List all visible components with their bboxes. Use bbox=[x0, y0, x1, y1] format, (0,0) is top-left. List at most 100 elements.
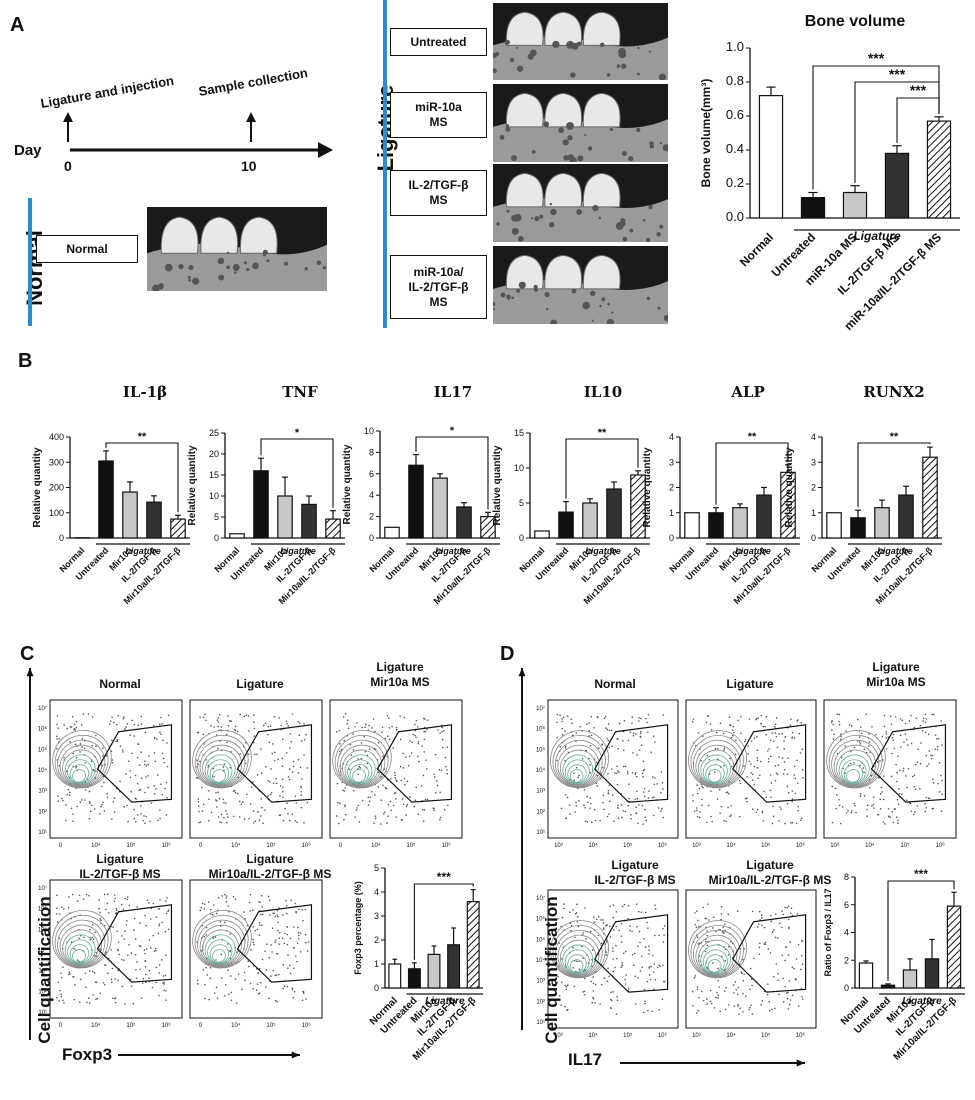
flow-event bbox=[215, 959, 217, 961]
flow-event bbox=[112, 762, 114, 764]
flow-event bbox=[279, 932, 281, 934]
flow-event bbox=[289, 747, 291, 749]
flow-event bbox=[605, 925, 607, 927]
timeline-day10: 10 bbox=[241, 158, 257, 174]
y-tick-label: 0 bbox=[844, 983, 849, 993]
ct-texture bbox=[617, 64, 621, 68]
flow-event bbox=[165, 999, 167, 1001]
flow-event bbox=[658, 807, 660, 809]
flow-event bbox=[786, 992, 788, 994]
flow-event bbox=[95, 952, 97, 954]
flow-event bbox=[613, 971, 615, 973]
flow-event bbox=[737, 1004, 739, 1006]
ct-texture bbox=[636, 128, 640, 132]
flow-contour bbox=[833, 749, 875, 790]
bar bbox=[685, 513, 699, 538]
flow-event bbox=[290, 899, 292, 901]
flow-event bbox=[609, 729, 611, 731]
ct-texture bbox=[577, 155, 583, 161]
flow-event bbox=[711, 729, 713, 731]
flow-event bbox=[561, 808, 563, 810]
flow-event bbox=[69, 971, 71, 973]
flow-event bbox=[362, 800, 364, 802]
flow-gate bbox=[733, 725, 806, 802]
flow-event bbox=[568, 752, 570, 754]
flow-y-tick: 10³ bbox=[536, 789, 545, 795]
y-tick-label: 15 bbox=[514, 428, 524, 438]
y-tick-label: 0 bbox=[811, 533, 816, 543]
flow-event bbox=[707, 941, 709, 943]
flow-event bbox=[936, 738, 938, 740]
flow-event bbox=[643, 1012, 645, 1014]
flow-event bbox=[572, 909, 574, 911]
bar bbox=[733, 508, 747, 538]
flow-event bbox=[601, 943, 603, 945]
y-tick-label: 10 bbox=[364, 426, 374, 436]
flow-event bbox=[353, 790, 355, 792]
flow-event bbox=[752, 779, 754, 781]
flow-event bbox=[149, 939, 151, 941]
flow-event bbox=[653, 963, 655, 965]
normal-group-box: Normal bbox=[36, 235, 138, 263]
flow-event bbox=[218, 721, 220, 723]
flow-event bbox=[941, 793, 943, 795]
flow-event bbox=[305, 942, 307, 944]
flow-event bbox=[436, 780, 438, 782]
flow-event bbox=[710, 990, 712, 992]
flow-contour bbox=[830, 743, 880, 792]
flow-event bbox=[439, 791, 441, 793]
flow-event bbox=[739, 783, 741, 785]
flow-event bbox=[165, 975, 167, 977]
flow-event bbox=[788, 919, 790, 921]
flow-contour bbox=[691, 743, 740, 792]
flow-event bbox=[606, 924, 608, 926]
flow-event bbox=[70, 726, 72, 728]
flow-event bbox=[792, 915, 794, 917]
flow-event bbox=[271, 753, 273, 755]
flow-event bbox=[292, 813, 294, 815]
flow-event bbox=[620, 967, 622, 969]
flow-contour bbox=[56, 743, 106, 792]
flow-event bbox=[635, 1003, 637, 1005]
flow-event bbox=[161, 922, 163, 924]
flow-event bbox=[714, 1007, 716, 1009]
ct-texture bbox=[620, 221, 625, 226]
flow-event bbox=[607, 816, 609, 818]
flow-event bbox=[617, 805, 619, 807]
flow-event bbox=[66, 941, 68, 943]
flow-event bbox=[733, 726, 735, 728]
ct-texture bbox=[599, 305, 601, 307]
flow-event bbox=[606, 729, 608, 731]
flow-event bbox=[300, 932, 302, 934]
flow-event bbox=[636, 812, 638, 814]
flow-event bbox=[832, 724, 834, 726]
flow-event bbox=[557, 714, 559, 716]
flow-event bbox=[865, 713, 867, 715]
ct-texture bbox=[505, 40, 510, 45]
flow-event bbox=[276, 783, 278, 785]
flow-event bbox=[886, 748, 888, 750]
flow-event bbox=[730, 725, 732, 727]
flow-event bbox=[226, 901, 228, 903]
flow-event bbox=[594, 809, 596, 811]
flow-event bbox=[892, 822, 894, 824]
significance-bracket bbox=[813, 66, 939, 190]
flow-event bbox=[204, 908, 206, 910]
flow-event bbox=[114, 894, 116, 896]
flow-event bbox=[851, 725, 853, 727]
flow-x-tick: 0 bbox=[59, 843, 63, 849]
flow-event bbox=[236, 1002, 238, 1004]
flow-event bbox=[783, 740, 785, 742]
flow-event bbox=[569, 952, 571, 954]
flow-event bbox=[605, 727, 607, 729]
flow-event bbox=[784, 986, 786, 988]
flow-event bbox=[761, 925, 763, 927]
flow-c-title-4: Ligature IL-2/TGF-β MS bbox=[50, 852, 190, 882]
flow-event bbox=[752, 774, 754, 776]
flow-event bbox=[643, 791, 645, 793]
flow-event bbox=[696, 1012, 698, 1014]
flow-event bbox=[266, 943, 268, 945]
flow-event bbox=[878, 814, 880, 816]
flow-event bbox=[590, 931, 592, 933]
flow-event bbox=[638, 717, 640, 719]
